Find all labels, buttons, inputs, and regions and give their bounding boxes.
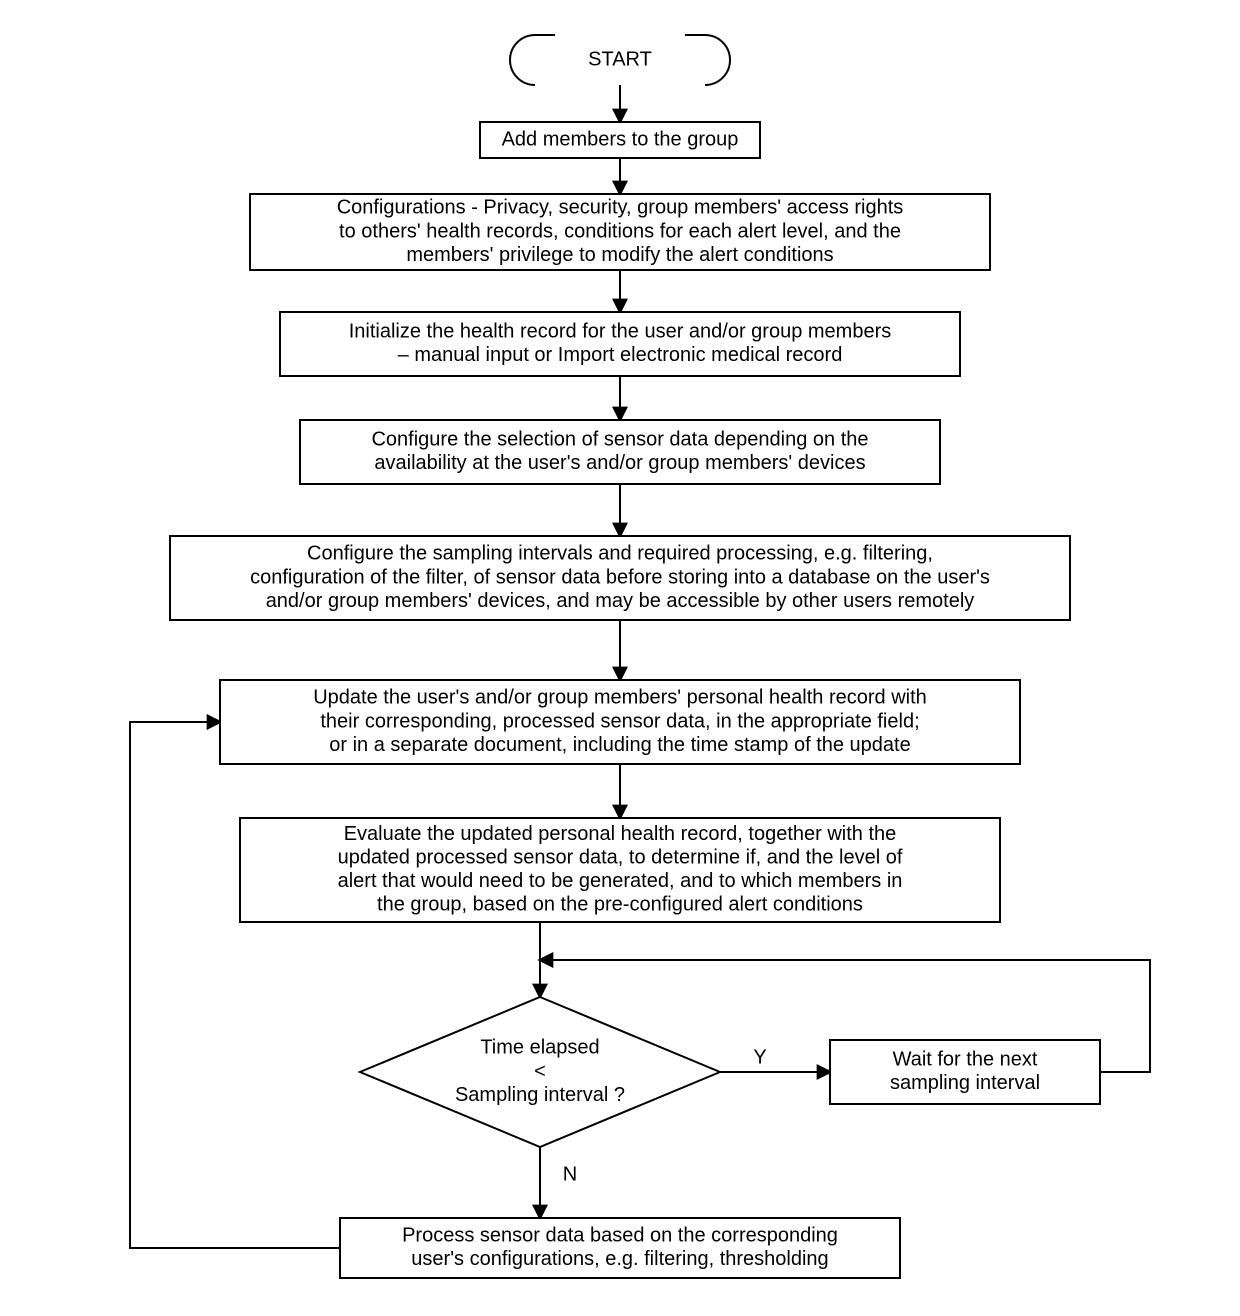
- svg-text:Wait for the next: Wait for the next: [893, 1048, 1038, 1070]
- svg-text:Configurations - Privacy, secu: Configurations - Privacy, security, grou…: [337, 197, 904, 219]
- edge: [130, 722, 340, 1248]
- svg-text:alert that would need to be ge: alert that would need to be generated, a…: [338, 870, 903, 892]
- svg-text:Sampling interval ?: Sampling interval ?: [455, 1084, 625, 1106]
- svg-text:Add members to the group: Add members to the group: [502, 128, 739, 150]
- svg-text:– manual input or Import elect: – manual input or Import electronic medi…: [398, 344, 843, 366]
- svg-text:or in a separate document, inc: or in a separate document, including the…: [329, 734, 910, 756]
- svg-text:members' privilege to modify t: members' privilege to modify the alert c…: [406, 244, 833, 266]
- svg-text:their corresponding, processed: their corresponding, processed sensor da…: [320, 710, 919, 732]
- svg-text:the group, based on the pre-co: the group, based on the pre-configured a…: [377, 894, 863, 916]
- svg-text:Time elapsed: Time elapsed: [480, 1037, 599, 1059]
- flowchart: Y N START Add members to the group Configura…: [0, 0, 1240, 1316]
- svg-text:user's configurations, e.g. fi: user's configurations, e.g. filtering, t…: [411, 1248, 828, 1270]
- svg-text:Update the user's and/or group: Update the user's and/or group members' …: [313, 687, 927, 709]
- svg-text:configuration of the filter, o: configuration of the filter, of sensor d…: [250, 566, 990, 588]
- edge-label: N: [563, 1163, 577, 1185]
- svg-text:START: START: [588, 48, 652, 70]
- edge-label: Y: [753, 1046, 766, 1068]
- svg-text:<: <: [534, 1060, 546, 1082]
- svg-text:to others' health records, con: to others' health records, conditions fo…: [339, 220, 901, 242]
- svg-text:Process sensor data based on t: Process sensor data based on the corresp…: [402, 1224, 838, 1246]
- svg-text:updated processed sensor data,: updated processed sensor data, to determ…: [338, 846, 903, 868]
- svg-text:Configure the selection of sen: Configure the selection of sensor data d…: [371, 428, 868, 450]
- svg-text:Configure the sampling interva: Configure the sampling intervals and req…: [307, 543, 933, 565]
- svg-text:sampling interval: sampling interval: [890, 1072, 1040, 1094]
- svg-text:and/or group members' devices,: and/or group members' devices, and may b…: [266, 590, 975, 612]
- svg-text:Evaluate the updated personal: Evaluate the updated personal health rec…: [344, 823, 897, 845]
- svg-text:Initialize the health record f: Initialize the health record for the use…: [349, 320, 892, 342]
- svg-text:availability at the user's and: availability at the user's and/or group …: [374, 452, 865, 474]
